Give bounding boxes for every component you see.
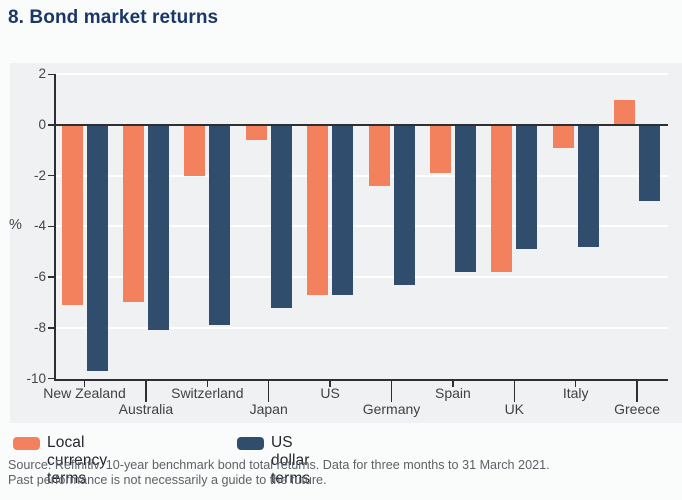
x-tick-label-australia: Australia xyxy=(118,400,174,417)
y-tick--8 xyxy=(47,327,54,329)
y-tick--6 xyxy=(47,276,54,278)
y-tick-label-2: 2 xyxy=(38,66,46,82)
bar-local-germany xyxy=(368,125,390,186)
x-tick-germany xyxy=(390,380,393,402)
bar-usd-italy xyxy=(577,125,599,247)
bar-local-new-zealand xyxy=(61,125,83,305)
x-tick-label-japan: Japan xyxy=(249,400,288,417)
y-axis-spine xyxy=(53,73,56,381)
gridline--2 xyxy=(56,174,668,177)
bar-usd-us xyxy=(332,125,354,295)
bar-local-japan xyxy=(245,125,267,141)
x-tick-switzerland xyxy=(206,380,209,387)
y-tick-label--4: -4 xyxy=(33,218,46,234)
bar-usd-germany xyxy=(393,125,415,285)
y-tick-label--8: -8 xyxy=(33,319,46,335)
x-tick-label-spain: Spain xyxy=(434,384,471,401)
x-tick-label-germany: Germany xyxy=(362,400,421,417)
bar-usd-greece xyxy=(639,125,661,202)
x-tick-italy xyxy=(574,380,577,387)
x-tick-uk xyxy=(513,380,516,402)
legend-swatch-us-dollar xyxy=(237,437,264,450)
legend-swatch-local-currency xyxy=(13,437,40,450)
bar-local-italy xyxy=(552,125,574,148)
y-tick-0 xyxy=(47,124,54,126)
page-title: 8. Bond market returns xyxy=(8,7,219,28)
x-tick-label-switzerland: Switzerland xyxy=(171,384,244,401)
y-tick-label--2: -2 xyxy=(33,167,46,183)
bar-local-greece xyxy=(614,99,636,125)
x-tick-label-new-zealand: New Zealand xyxy=(43,384,126,401)
y-tick-label-0: 0 xyxy=(38,117,46,132)
bar-usd-switzerland xyxy=(209,125,231,326)
x-tick-label-us: US xyxy=(320,384,340,401)
gridline-2 xyxy=(56,73,668,76)
y-tick--2 xyxy=(47,174,54,177)
legend-label-local-currency: Local currency terms xyxy=(47,434,108,487)
bar-usd-australia xyxy=(147,125,169,331)
disclaimer-note: Past performance is not necessarily a gu… xyxy=(8,473,327,487)
x-tick-spain xyxy=(452,380,454,387)
x-tick-us xyxy=(329,380,331,387)
x-tick-label-greece: Greece xyxy=(614,400,661,417)
x-axis-bottom-spine xyxy=(54,378,668,381)
bar-local-spain xyxy=(429,125,451,174)
bar-local-us xyxy=(307,125,329,295)
bar-local-australia xyxy=(122,125,144,303)
y-tick-2 xyxy=(47,73,54,76)
bar-usd-spain xyxy=(454,125,476,273)
x-tick-greece xyxy=(636,380,638,402)
y-tick--4 xyxy=(47,225,54,228)
y-tick--10 xyxy=(47,377,54,380)
legend-label-us-dollar: US dollar terms xyxy=(271,434,311,487)
source-note: Source: Refinitiv. 10-year benchmark bon… xyxy=(8,458,550,472)
y-axis-label: % xyxy=(9,217,22,233)
y-tick-label--10: -10 xyxy=(26,370,46,386)
gridline--6 xyxy=(56,276,668,279)
x-axis-zero-line xyxy=(54,123,668,126)
bar-usd-japan xyxy=(270,125,292,308)
x-tick-new-zealand xyxy=(83,380,86,387)
bar-usd-new-zealand xyxy=(86,125,108,371)
gridline--8 xyxy=(56,326,668,329)
x-tick-australia xyxy=(145,380,147,402)
x-tick-japan xyxy=(267,380,270,402)
gridline--4 xyxy=(56,225,668,228)
bar-local-uk xyxy=(491,125,513,273)
bar-usd-uk xyxy=(516,125,538,250)
y-tick-label--6: -6 xyxy=(33,269,46,285)
x-tick-label-italy: Italy xyxy=(562,384,589,401)
bar-local-switzerland xyxy=(184,125,206,176)
x-tick-label-uk: UK xyxy=(504,400,525,417)
